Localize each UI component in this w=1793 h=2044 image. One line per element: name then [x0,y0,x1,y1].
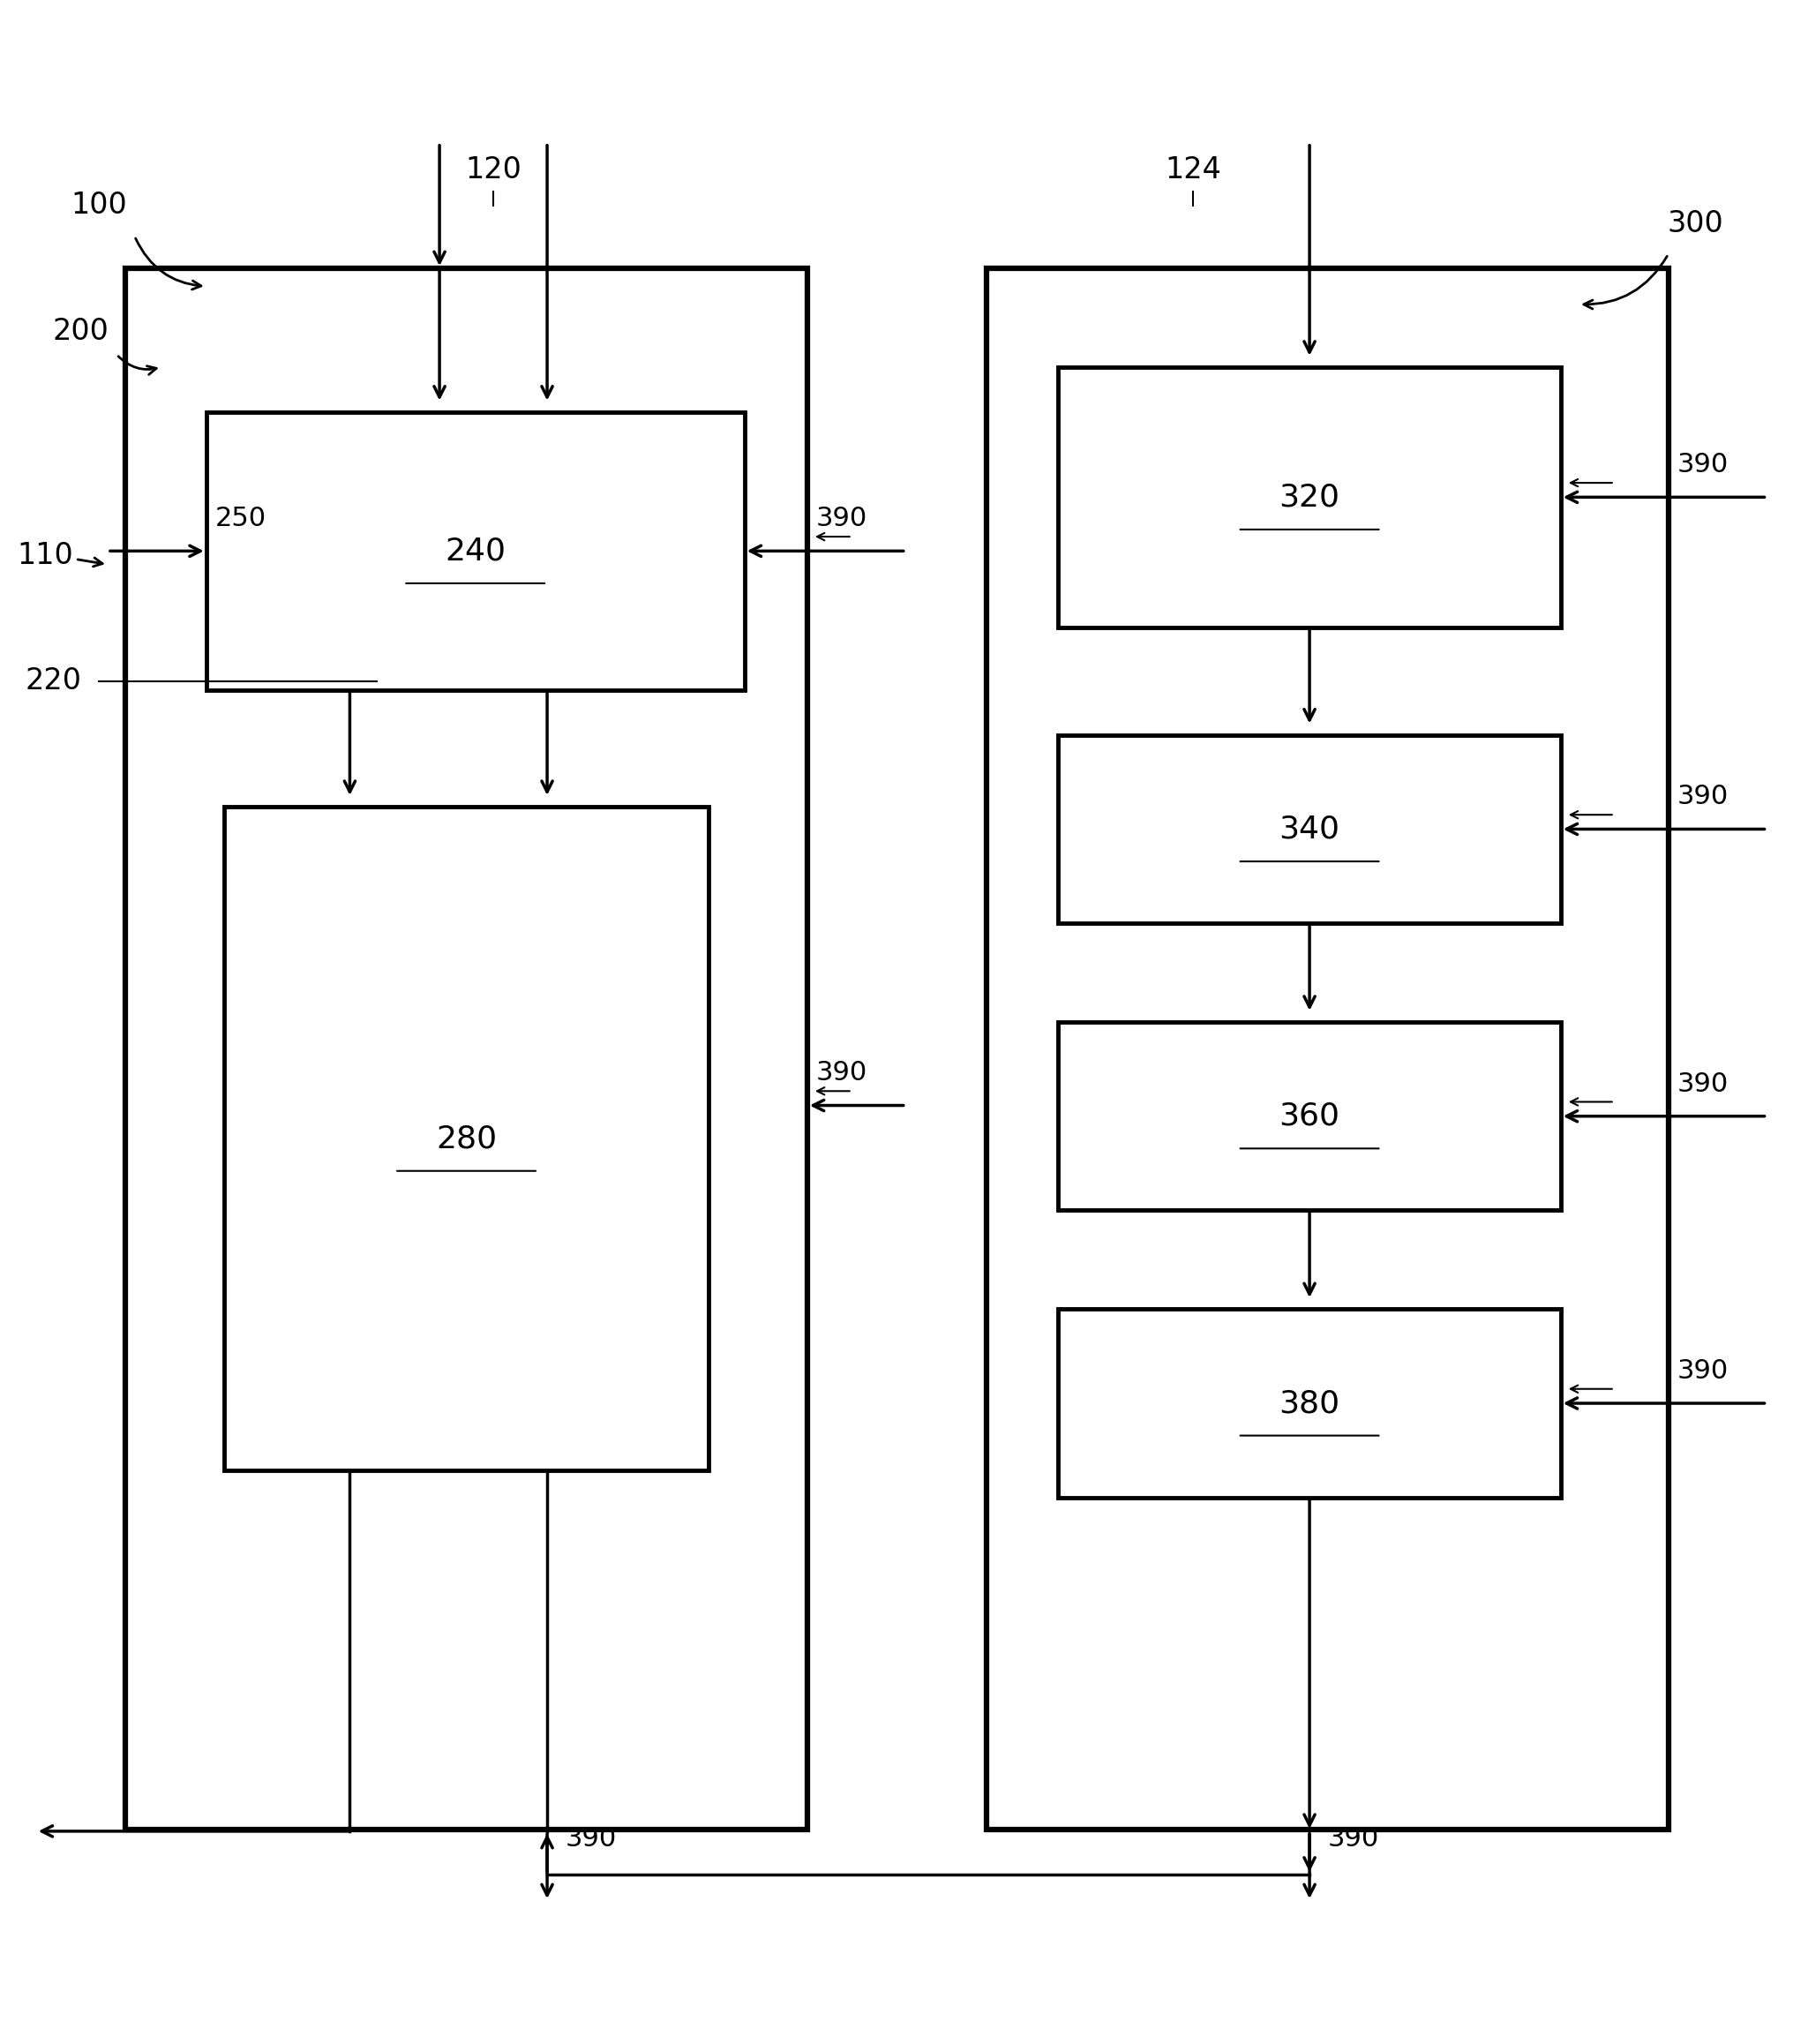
Text: 390: 390 [1676,1071,1728,1098]
Text: 390: 390 [565,1825,617,1852]
FancyBboxPatch shape [986,268,1667,1829]
Text: 390: 390 [816,507,868,531]
Text: 120: 120 [464,155,522,184]
FancyBboxPatch shape [126,268,807,1829]
Text: 220: 220 [25,666,82,695]
Text: 110: 110 [16,542,74,570]
Text: 100: 100 [70,190,127,221]
Text: 240: 240 [445,536,506,566]
FancyBboxPatch shape [1058,1308,1560,1498]
FancyBboxPatch shape [206,413,744,691]
FancyBboxPatch shape [1058,736,1560,924]
Text: 250: 250 [215,507,267,531]
Text: 200: 200 [52,317,109,345]
Text: 380: 380 [1278,1388,1339,1419]
Text: 340: 340 [1278,814,1339,844]
Text: 390: 390 [1676,452,1728,478]
Text: 320: 320 [1278,482,1339,513]
FancyBboxPatch shape [1058,1022,1560,1210]
Text: 360: 360 [1278,1102,1339,1130]
Text: 280: 280 [436,1124,497,1153]
Text: 300: 300 [1666,208,1723,239]
Text: 390: 390 [816,1061,868,1085]
Text: 390: 390 [1676,785,1728,809]
FancyBboxPatch shape [224,807,708,1470]
Text: 390: 390 [1327,1825,1379,1852]
Text: 390: 390 [1676,1357,1728,1384]
Text: 124: 124 [1164,155,1221,184]
FancyBboxPatch shape [1058,368,1560,628]
